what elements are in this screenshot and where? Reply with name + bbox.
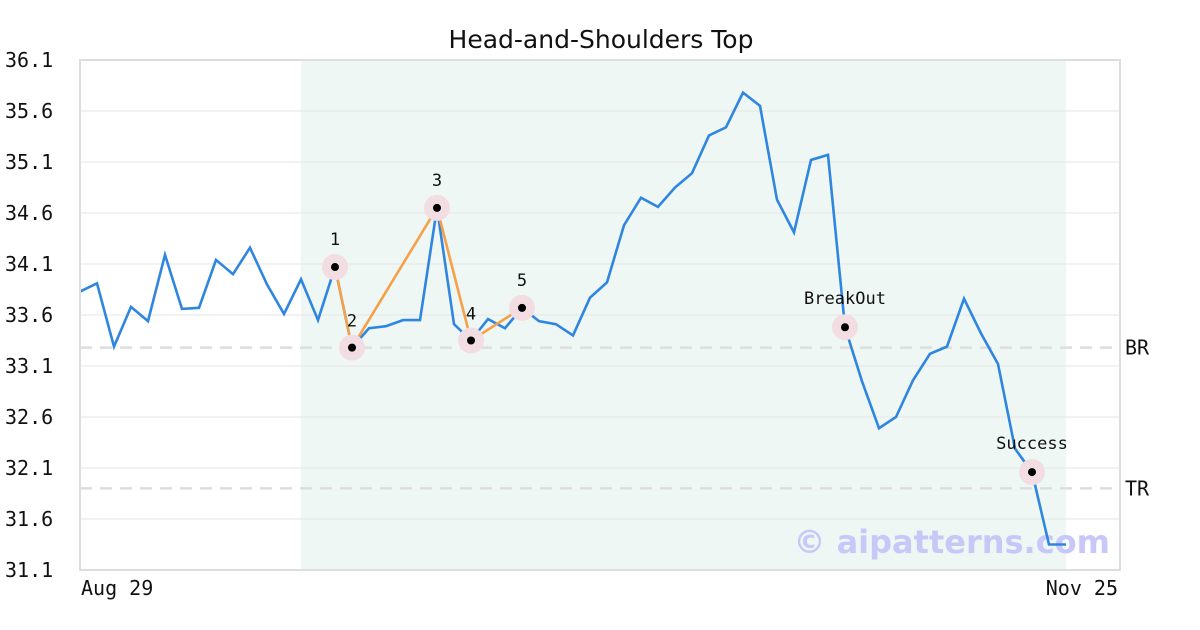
pattern-point-1-label: 1 [330, 230, 340, 250]
y-tick-label: 31.6 [5, 507, 53, 531]
y-tick-label: 34.1 [5, 252, 53, 276]
pattern-point-1-dot [331, 263, 339, 272]
success-marker-label: Success [996, 434, 1068, 454]
y-tick-label: 36.1 [5, 48, 53, 72]
pattern-markers: 1 2 3 4 5 BreakOut Success [322, 171, 1068, 486]
watermark: © aipatterns.com [793, 523, 1110, 561]
level-label-br: BR [1125, 336, 1150, 360]
y-tick-label: 35.6 [5, 99, 53, 123]
y-tick-label: 33.1 [5, 354, 53, 378]
chart-title: Head-and-Shoulders Top [449, 25, 754, 54]
price-line [79, 90, 1066, 546]
y-tick-label: 31.1 [5, 558, 53, 582]
y-tick-label: 33.6 [5, 303, 53, 327]
pattern-point-4-dot [467, 336, 475, 345]
breakout-marker-label: BreakOut [804, 289, 886, 309]
y-tick-label: 32.1 [5, 456, 53, 480]
pattern-point-2-dot [348, 343, 356, 352]
x-axis-ticks: Aug 29 Nov 25 [81, 576, 1118, 600]
pattern-point-3-dot [433, 203, 441, 212]
level-label-tr: TR [1125, 476, 1150, 500]
pattern-point-3-label: 3 [432, 171, 442, 191]
pattern-point-5-label: 5 [517, 271, 527, 291]
y-tick-label: 32.6 [5, 405, 53, 429]
y-axis-ticks: 31.1 31.6 32.1 32.6 33.1 33.6 34.1 34.6 35.1 35.6… [5, 48, 53, 582]
x-tick-label-end: Nov 25 [1046, 576, 1118, 600]
y-tick-label: 35.1 [5, 150, 53, 174]
breakout-marker-dot [841, 323, 849, 332]
pattern-point-5-dot [518, 303, 526, 312]
pattern-point-2-label: 2 [347, 312, 357, 332]
success-marker-dot [1028, 468, 1036, 477]
y-tick-label: 34.6 [5, 201, 53, 225]
x-tick-label-start: Aug 29 [81, 576, 153, 600]
pattern-point-4-label: 4 [466, 305, 476, 325]
plot-frame [79, 59, 1121, 571]
